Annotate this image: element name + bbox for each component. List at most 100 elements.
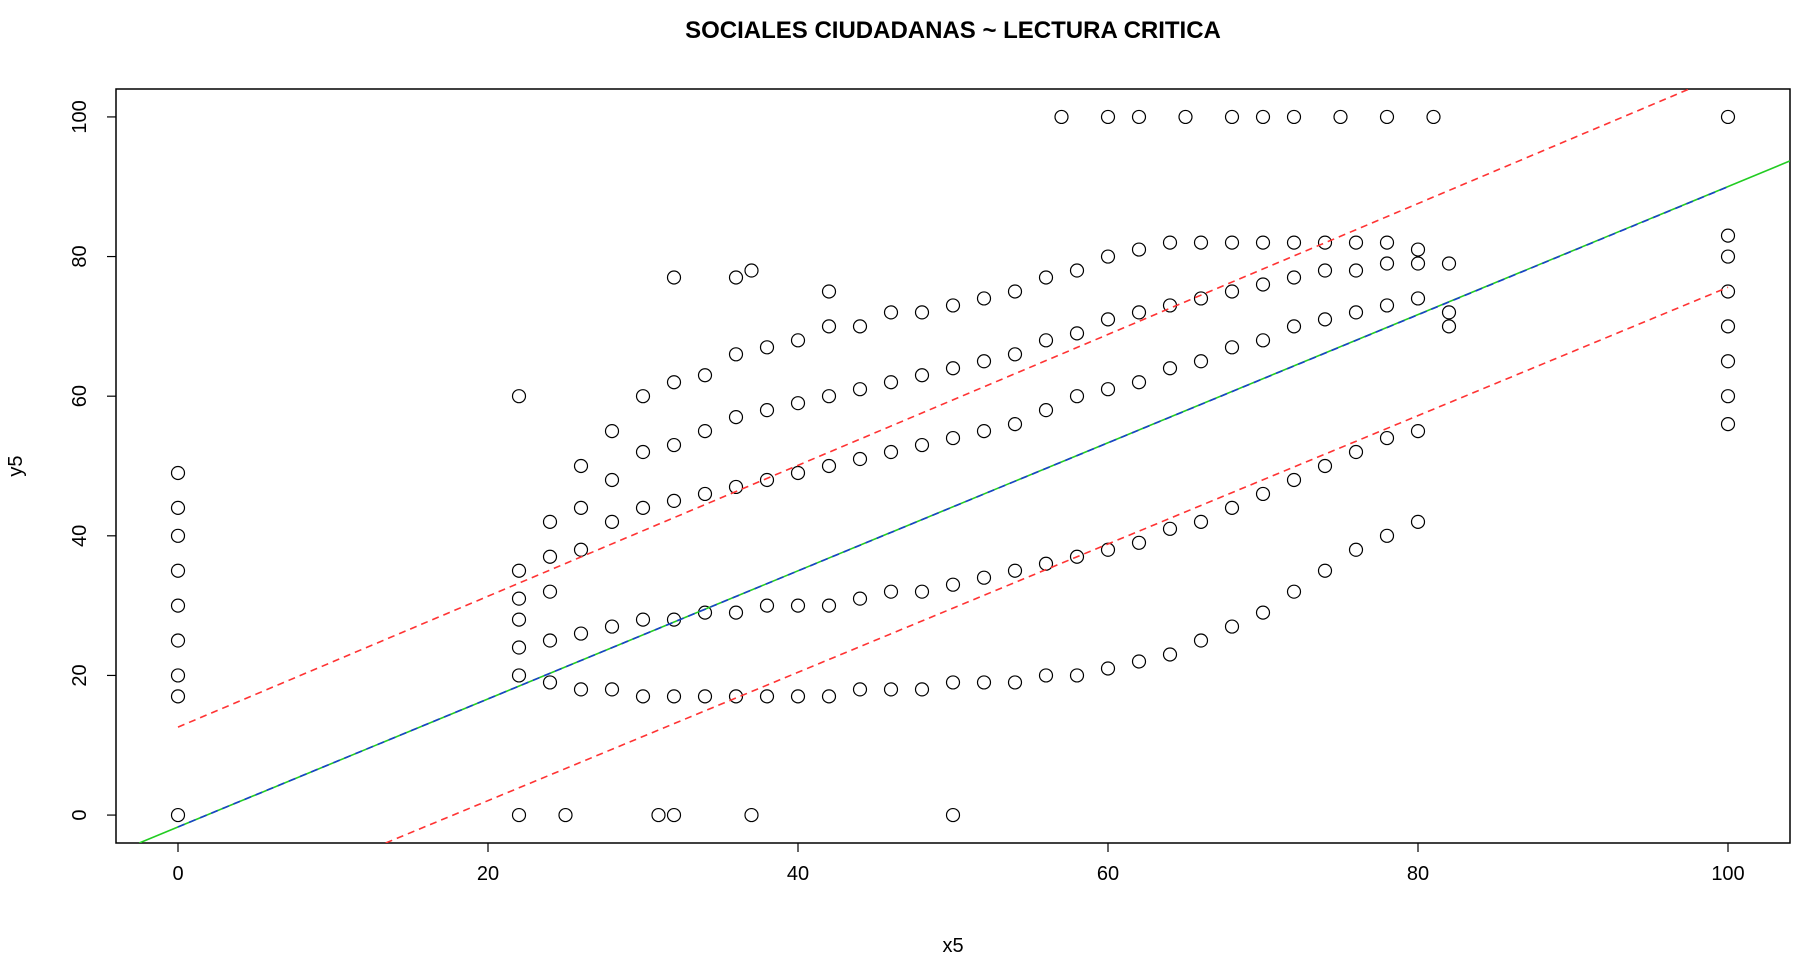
point: [170, 668, 186, 683]
point: [1162, 235, 1178, 250]
y-tick-label: 20: [69, 664, 91, 686]
point: [651, 807, 666, 823]
point: [852, 682, 868, 697]
point: [511, 612, 527, 627]
point: [1410, 291, 1426, 306]
point: [1224, 284, 1240, 299]
point: [945, 675, 961, 690]
point: [1178, 109, 1193, 125]
point: [1131, 654, 1147, 669]
point: [170, 500, 186, 515]
point: [728, 347, 744, 362]
point: [821, 284, 837, 299]
point: [604, 514, 620, 529]
point: [976, 423, 992, 439]
point: [1100, 382, 1116, 397]
point: [635, 689, 651, 704]
point: [1255, 605, 1271, 620]
fit-line: [177, 89, 1690, 728]
y-tick-label: 100: [69, 100, 91, 133]
point: [170, 528, 186, 543]
point: [1069, 263, 1085, 278]
point: [1193, 633, 1209, 648]
point: [1007, 347, 1023, 362]
point: [976, 354, 992, 369]
point: [542, 675, 558, 690]
point: [1007, 417, 1023, 432]
point: [821, 319, 837, 334]
x-tick-label: 60: [1097, 863, 1119, 885]
plot-frame: [115, 88, 1791, 844]
point: [1333, 109, 1348, 125]
point: [1426, 109, 1441, 125]
point: [852, 591, 868, 606]
point: [604, 423, 620, 439]
point: [1162, 521, 1178, 536]
point: [1224, 619, 1240, 634]
point: [1410, 423, 1426, 439]
point: [542, 633, 558, 648]
point: [1286, 235, 1302, 250]
point: [883, 584, 899, 599]
point: [1255, 109, 1271, 125]
point: [1224, 235, 1240, 250]
point: [666, 437, 682, 453]
fit-line: [177, 186, 1729, 828]
y-tick-label: 60: [69, 385, 91, 407]
point: [1720, 228, 1736, 243]
point: [821, 389, 837, 404]
point: [1410, 514, 1426, 529]
point: [759, 689, 775, 704]
point: [1131, 535, 1147, 550]
point: [697, 486, 713, 502]
point: [666, 375, 682, 390]
point: [1286, 584, 1302, 599]
point: [558, 807, 573, 823]
point: [728, 479, 744, 495]
point: [1255, 235, 1271, 250]
point: [511, 563, 527, 578]
point: [1038, 403, 1054, 418]
point: [1286, 472, 1302, 488]
point: [1131, 109, 1147, 125]
point: [945, 430, 961, 446]
point: [1054, 109, 1069, 125]
point: [728, 605, 744, 620]
point: [1069, 326, 1085, 341]
point: [1224, 500, 1240, 515]
x-tick-label: 80: [1407, 863, 1429, 885]
point: [1720, 389, 1736, 404]
point: [170, 807, 186, 823]
point: [1379, 528, 1395, 543]
point: [1379, 430, 1395, 446]
point: [573, 458, 589, 474]
point: [728, 689, 744, 704]
point: [759, 598, 775, 613]
point: [1441, 319, 1457, 334]
lines-group: [138, 89, 1790, 843]
point: [1348, 305, 1364, 320]
y-tick-label: 0: [69, 810, 91, 821]
point: [511, 640, 527, 655]
point: [1317, 563, 1333, 578]
y-tick-label: 80: [69, 245, 91, 267]
point: [1255, 277, 1271, 292]
point: [1162, 361, 1178, 376]
point: [945, 298, 961, 313]
point: [1007, 284, 1023, 299]
point: [1038, 556, 1054, 571]
point: [1100, 542, 1116, 557]
point: [635, 444, 651, 460]
point: [1379, 109, 1395, 125]
point: [790, 465, 806, 481]
point: [790, 333, 806, 348]
point: [1131, 305, 1147, 320]
point: [1100, 109, 1116, 125]
x-tick-label: 20: [477, 863, 499, 885]
point: [1348, 263, 1364, 278]
point: [1317, 458, 1333, 474]
point: [1100, 249, 1116, 264]
point: [1100, 661, 1116, 676]
point: [790, 598, 806, 613]
